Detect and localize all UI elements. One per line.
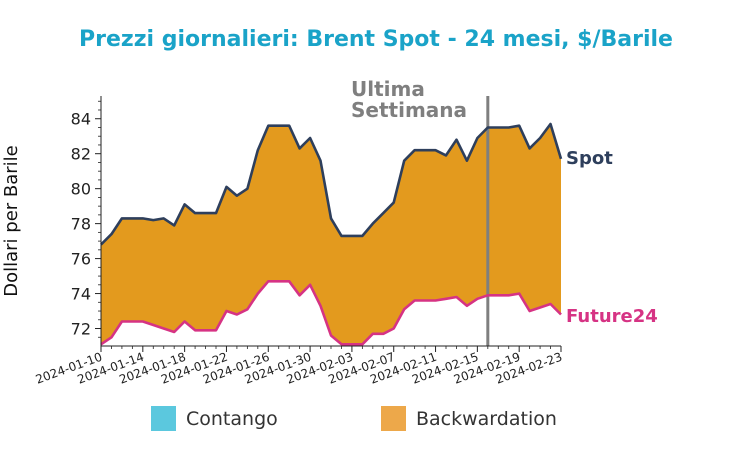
series-labels: Spot Future24 bbox=[566, 148, 658, 327]
legend-swatch-contango bbox=[151, 406, 176, 431]
y-tick-label: 74 bbox=[71, 285, 91, 304]
y-axis-label: Dollari per Barile bbox=[1, 145, 22, 297]
series-label-spot: Spot bbox=[566, 148, 613, 169]
y-tick-label: 82 bbox=[71, 145, 91, 164]
y-tick-label: 72 bbox=[71, 320, 91, 339]
y-tick-label: 80 bbox=[71, 180, 91, 199]
legend-label-contango: Contango bbox=[186, 408, 278, 430]
series-line-spot bbox=[100, 122, 563, 246]
series-label-future24: Future24 bbox=[566, 306, 658, 327]
legend: Contango Backwardation bbox=[151, 406, 557, 431]
backwardation-fill bbox=[101, 124, 561, 345]
y-tick-label: 76 bbox=[71, 250, 91, 269]
y-tick-label: 84 bbox=[71, 110, 91, 129]
chart-title: Prezzi giornalieri: Brent Spot - 24 mesi… bbox=[79, 27, 673, 52]
legend-label-backwardation: Backwardation bbox=[416, 408, 557, 430]
y-tick-label: 78 bbox=[71, 215, 91, 234]
annotation-line: Settimana bbox=[351, 98, 467, 122]
series-line-future24 bbox=[100, 280, 562, 346]
legend-swatch-backwardation bbox=[381, 406, 406, 431]
annotation-line: Ultima bbox=[351, 77, 425, 101]
